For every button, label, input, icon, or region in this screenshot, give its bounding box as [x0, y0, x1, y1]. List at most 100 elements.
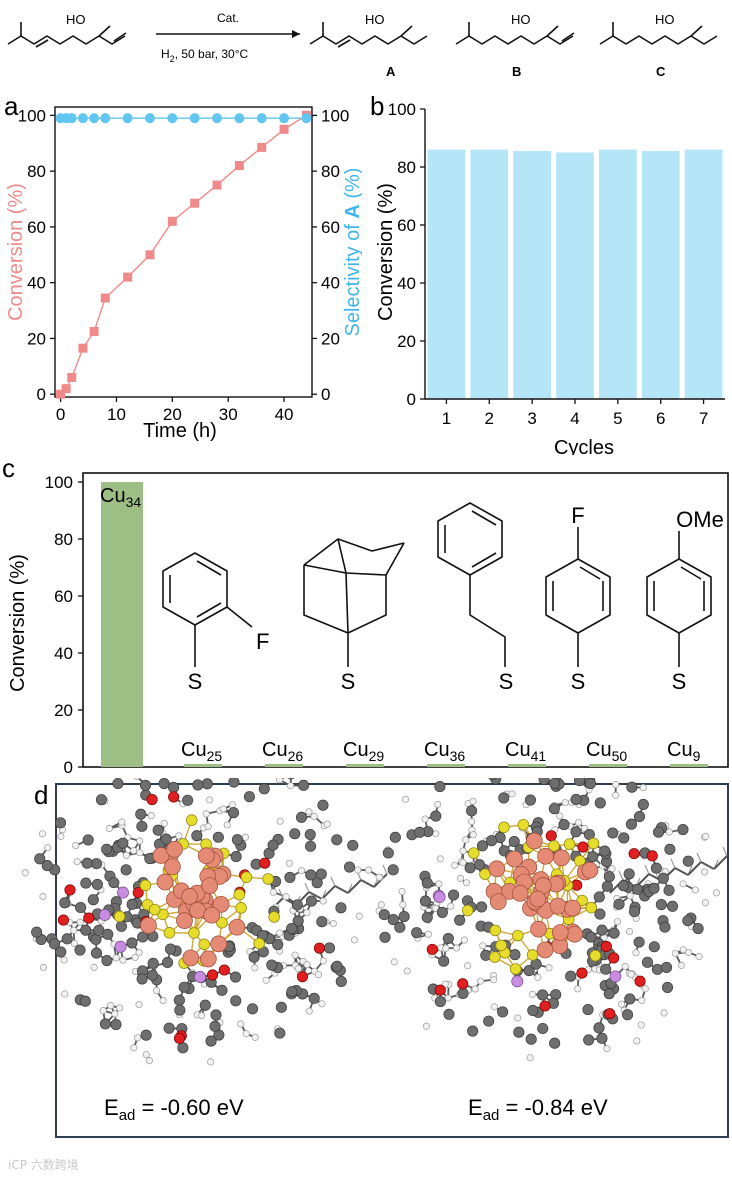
oxygen-atom — [146, 793, 158, 806]
carbon-atom — [414, 826, 426, 838]
carbon-atom — [90, 858, 103, 870]
oxygen-atom — [577, 841, 589, 853]
carbon-atom — [90, 933, 102, 946]
panel-a-selectivity-point — [234, 113, 245, 124]
hydrogen-atom — [275, 778, 284, 784]
hydrogen-atom — [237, 1020, 245, 1028]
carbon-atom — [466, 805, 478, 817]
copper-atom — [176, 912, 193, 929]
hydrogen-atom — [147, 812, 155, 820]
carbon-atom — [584, 778, 597, 790]
carbon-atom — [174, 1004, 186, 1016]
adsorbate-h-bond — [644, 864, 650, 875]
hydrogen-atom — [298, 867, 306, 875]
panel-a-series-line-conversion — [60, 114, 307, 395]
panel-c-bar-label: Cu29 — [343, 739, 384, 764]
hydrogen-atom — [223, 821, 231, 829]
carbon-atom — [524, 794, 536, 806]
carbon-atom — [613, 898, 625, 910]
carbon-atom — [549, 1037, 561, 1049]
hydrogen-atom — [479, 942, 487, 950]
hydrogen-atom — [262, 976, 270, 984]
ligand-adamantanethiol — [303, 538, 405, 667]
carbon-atom — [115, 920, 127, 932]
carbon-atom — [173, 994, 185, 1006]
carbon-atom — [74, 944, 86, 956]
carbon-atom — [80, 924, 92, 936]
atom-s-4: S — [571, 669, 586, 694]
phosphorus-atom — [117, 886, 129, 899]
product-a-oh: HO — [365, 12, 385, 27]
panel-a-y2tick-label: 40 — [321, 274, 340, 293]
hydrogen-atom — [608, 865, 616, 873]
panel-b-ytick-label: 60 — [397, 216, 416, 235]
adsorbate-h-bond — [382, 864, 388, 875]
carbon-atom — [316, 916, 328, 928]
hydrogen-atom — [133, 1034, 142, 1042]
hydrogen-atom — [90, 963, 98, 971]
panel-a-selectivity-point — [301, 113, 312, 124]
hydrogen-atom — [119, 956, 127, 964]
copper-atom — [581, 861, 599, 879]
panel-b-xtick-label: 3 — [527, 409, 536, 428]
atom-s-1: S — [188, 669, 203, 694]
carbon-atom — [308, 992, 320, 1004]
panel-b-ytick-label: 100 — [388, 100, 416, 119]
panel-c-bar — [265, 764, 303, 767]
reaction-conditions: H2, 50 bar, 30°C — [161, 47, 249, 64]
carbon-atom — [389, 831, 401, 843]
carbon-atom — [126, 937, 138, 949]
hydrogen-atom — [534, 973, 542, 981]
oxygen-atom — [628, 848, 640, 860]
carbon-atom — [248, 951, 260, 963]
panel-a-y2tick-label: 20 — [321, 329, 340, 348]
carbon-atom — [498, 792, 510, 804]
panel-c-ytick-label: 60 — [54, 587, 73, 606]
carbon-atom — [523, 964, 535, 977]
carbon-atom — [110, 1018, 122, 1031]
carbon-atom — [430, 810, 442, 822]
carbon-atom — [682, 915, 694, 927]
adsorbate-bond — [347, 879, 362, 894]
panel-c-ytick-label: 80 — [54, 530, 73, 549]
hydrogen-atom — [403, 967, 411, 975]
panel-c-bar-label: Cu34 — [100, 485, 141, 510]
adsorbate-bond — [321, 885, 336, 900]
carbon-atom — [54, 817, 67, 829]
oxygen-atom — [646, 850, 658, 862]
carbon-atom — [34, 853, 46, 865]
carbon-atom — [227, 807, 240, 819]
carbon-atom — [304, 828, 316, 841]
copper-atom — [525, 832, 543, 850]
adsorbate-bond — [700, 861, 715, 870]
panel-a-conversion-point — [123, 272, 133, 282]
carbon-atom — [421, 911, 433, 923]
panel-a-conversion-point — [145, 250, 155, 260]
catalyst-label: Cat. — [217, 11, 239, 25]
carbon-atom — [648, 882, 660, 894]
sulfur-atom — [268, 911, 280, 923]
carbon-atom — [80, 877, 92, 889]
carbon-atom — [508, 835, 520, 848]
carbon-atom — [488, 778, 497, 780]
carbon-atom — [692, 923, 704, 935]
hydrogen-atom — [471, 985, 479, 993]
panel-c-bar — [101, 482, 143, 767]
carbon-atom — [497, 1006, 509, 1018]
carbon-atom — [633, 811, 646, 823]
adsorbate-h-bond — [618, 870, 624, 881]
carbon-atom — [661, 981, 674, 993]
panel-a-conversion-point — [167, 216, 177, 226]
hydrogen-atom — [508, 790, 516, 798]
hydrogen-atom — [282, 893, 290, 901]
product-label-b: B — [512, 64, 521, 79]
panel-c-ytick-label: 0 — [64, 758, 73, 775]
hydrogen-atom — [99, 1007, 107, 1015]
panel-a-conversion-point — [234, 161, 244, 171]
carbon-atom — [287, 778, 295, 780]
carbon-atom — [136, 820, 148, 832]
panel-a-ytick-label: 0 — [37, 385, 46, 404]
sulfur-atom — [262, 873, 274, 885]
hydrogen-atom — [276, 929, 284, 937]
